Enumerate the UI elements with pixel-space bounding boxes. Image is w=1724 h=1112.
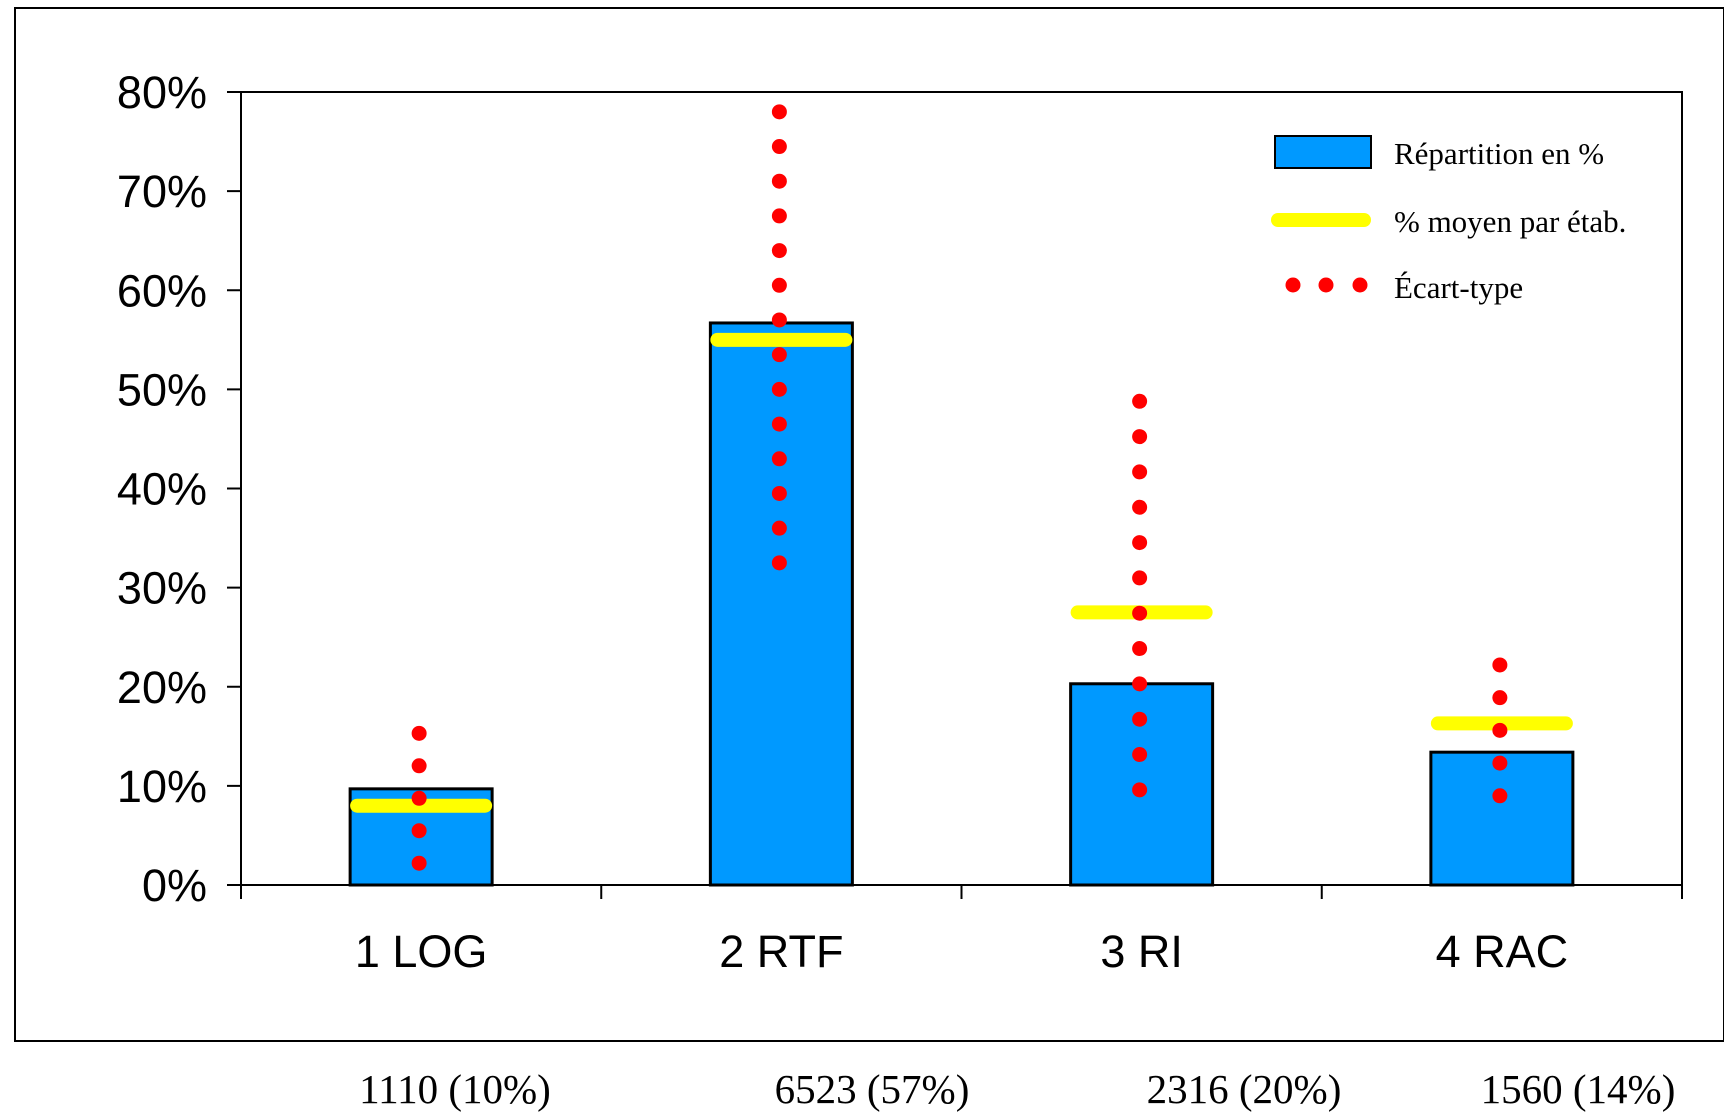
y-tick-label: 70% — [117, 166, 207, 217]
stddev-dot — [1492, 657, 1508, 673]
legend-label-stddev: Écart-type — [1394, 270, 1523, 305]
stddev-dot — [1132, 641, 1148, 657]
stddev-dot — [1132, 676, 1148, 692]
count-label: 1560 (14%) — [1481, 1066, 1676, 1112]
stddev-dot — [1132, 782, 1148, 798]
stddev-dot — [1132, 499, 1148, 515]
stddev-dot — [771, 520, 787, 536]
x-tick-label: 1 LOG — [355, 926, 488, 977]
stddev-dot — [771, 104, 787, 120]
stddev-dot — [411, 725, 427, 741]
x-tick-label: 4 RAC — [1436, 926, 1569, 977]
stddev-dot — [1492, 690, 1508, 706]
legend-label-bar: Répartition en % — [1394, 136, 1604, 171]
stddev-dot — [1132, 711, 1148, 727]
bar — [708, 321, 854, 887]
stddev-dot — [771, 451, 787, 467]
legend-swatch-bar — [1274, 135, 1372, 169]
stddev-dot — [771, 277, 787, 293]
legend-dot — [1318, 277, 1334, 293]
stddev-dot — [1132, 605, 1148, 621]
stddev-dot — [1132, 535, 1148, 551]
stddev-dot — [1492, 755, 1508, 771]
stddev-dot — [411, 823, 427, 839]
stddev-dot — [771, 555, 787, 571]
stddev-dot — [771, 208, 787, 224]
y-tick-label: 50% — [117, 364, 207, 415]
count-label: 6523 (57%) — [775, 1066, 970, 1112]
stddev-dots — [411, 104, 1508, 871]
stddev-dot — [771, 416, 787, 432]
y-tick-label: 80% — [117, 67, 207, 118]
stddev-dot — [1492, 722, 1508, 738]
bar — [1429, 750, 1575, 887]
legend-dot — [1285, 277, 1301, 293]
stddev-dot — [1492, 788, 1508, 804]
y-axis: 0% 10% 20% 30% 40% 50% 60% 70% 80% — [117, 67, 241, 911]
stddev-dot — [1132, 570, 1148, 586]
stddev-dot — [771, 381, 787, 397]
stddev-dot — [411, 855, 427, 871]
stddev-dot — [1132, 393, 1148, 409]
stddev-dot — [1132, 747, 1148, 763]
count-labels: 1110 (10%) 6523 (57%) 2316 (20%) 1560 (1… — [359, 1066, 1675, 1112]
x-tick-label: 2 RTF — [719, 926, 843, 977]
legend-dot — [1352, 277, 1368, 293]
count-label: 1110 (10%) — [359, 1066, 551, 1112]
stddev-dot — [771, 139, 787, 155]
y-tick-label: 60% — [117, 265, 207, 316]
stddev-dot — [771, 312, 787, 328]
stddev-dot — [1132, 464, 1148, 480]
stddev-dot — [771, 173, 787, 189]
y-tick-label: 40% — [117, 464, 207, 515]
y-tick-label: 20% — [117, 662, 207, 713]
y-tick-label: 30% — [117, 563, 207, 614]
x-tick-label: 3 RI — [1100, 926, 1183, 977]
stddev-dot — [411, 758, 427, 774]
y-tick-label: 10% — [117, 761, 207, 812]
stddev-dot — [411, 790, 427, 806]
legend: Répartition en % % moyen par étab. Écart… — [1271, 135, 1626, 305]
stddev-dot — [771, 243, 787, 259]
y-tick-label: 0% — [142, 860, 207, 911]
x-axis: 1 LOG 2 RTF 3 RI 4 RAC — [240, 885, 1683, 977]
stddev-dot — [771, 347, 787, 363]
stddev-dot — [771, 485, 787, 501]
count-label: 2316 (20%) — [1147, 1066, 1342, 1112]
stddev-dot — [1132, 429, 1148, 445]
legend-label-mean: % moyen par étab. — [1394, 204, 1626, 239]
